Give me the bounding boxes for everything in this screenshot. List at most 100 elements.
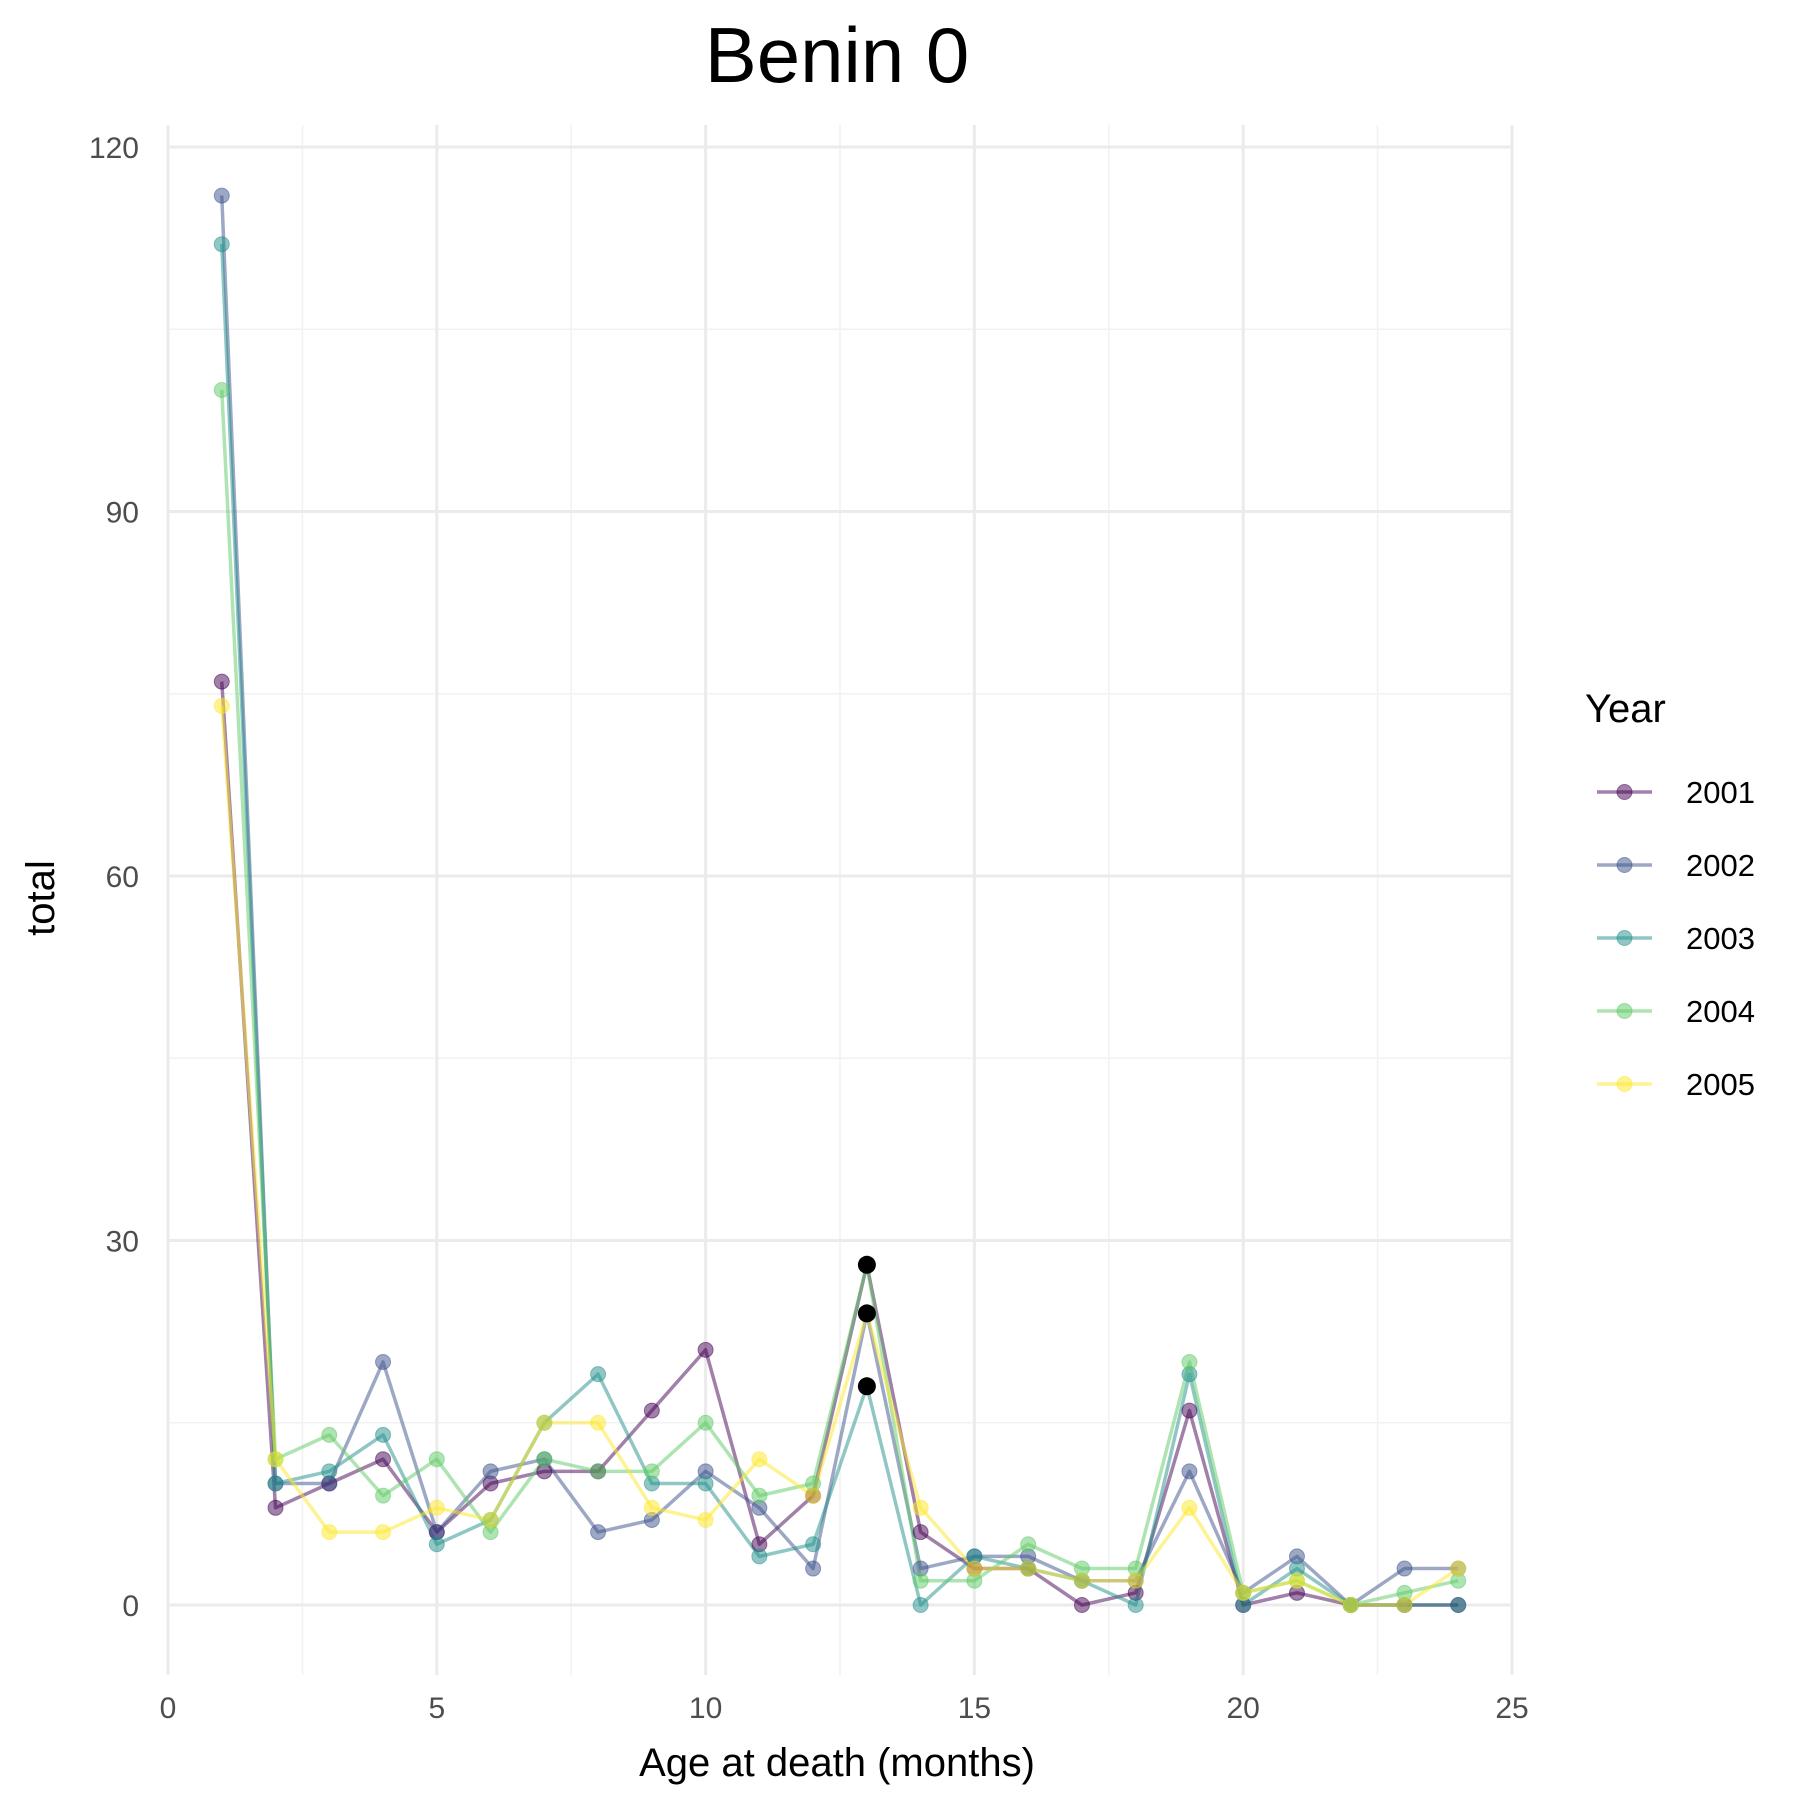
x-tick-label: 20 <box>1227 1692 1260 1725</box>
legend-label: 2001 <box>1686 775 1755 810</box>
data-point-2003 <box>1450 1597 1467 1613</box>
data-point-2004 <box>751 1487 768 1504</box>
data-point-2005 <box>267 1451 284 1468</box>
data-point-2001 <box>1181 1402 1198 1419</box>
data-point-2003 <box>697 1475 714 1492</box>
data-point-2002 <box>805 1560 822 1577</box>
data-point-2004 <box>912 1572 929 1589</box>
legend-title: Year <box>1585 687 1666 731</box>
data-point-2004 <box>1181 1354 1198 1370</box>
data-point-2005 <box>428 1499 445 1516</box>
x-tick-label: 25 <box>1495 1692 1528 1725</box>
data-point-2005 <box>1235 1584 1252 1601</box>
data-point-2002 <box>213 187 230 204</box>
data-point-2002 <box>1396 1560 1413 1577</box>
major-gridlines <box>166 125 1514 1675</box>
series-line-2005 <box>220 705 1460 1607</box>
data-point-2003 <box>590 1366 607 1383</box>
data-point-2005 <box>1020 1560 1037 1577</box>
data-point-2005 <box>966 1560 983 1577</box>
series-lines <box>220 195 1460 1607</box>
y-tick-label: 60 <box>106 861 139 894</box>
legend-label: 2004 <box>1686 994 1755 1029</box>
x-axis-title: Age at death (months) <box>639 1741 1035 1785</box>
legend-label: 2003 <box>1686 921 1755 956</box>
data-point-2002 <box>1181 1463 1198 1480</box>
data-point-2001 <box>912 1524 929 1541</box>
data-point-2005 <box>1342 1597 1359 1613</box>
legend-swatch-point <box>1616 1076 1633 1092</box>
data-point-2003 <box>751 1548 768 1565</box>
data-point-2004 <box>590 1463 607 1480</box>
highlight-point <box>857 1255 876 1274</box>
data-point-2003 <box>213 236 230 253</box>
y-tick-label: 120 <box>89 132 139 165</box>
legend-item-2004: 2004 <box>1597 994 1755 1029</box>
data-point-2005 <box>321 1524 338 1541</box>
legend-label: 2005 <box>1686 1067 1755 1102</box>
data-point-2004 <box>697 1414 714 1431</box>
minor-gridlines <box>167 125 1513 1675</box>
data-point-2003 <box>375 1426 392 1443</box>
data-point-2004 <box>428 1451 445 1468</box>
legend-item-2005: 2005 <box>1597 1067 1755 1102</box>
x-tick-label: 0 <box>160 1692 177 1725</box>
data-point-2005 <box>751 1451 768 1468</box>
chart-title: Benin 0 <box>705 11 970 99</box>
data-point-2003 <box>428 1536 445 1553</box>
x-axis-ticks: 0 5 10 15 20 25 <box>160 1692 1529 1725</box>
y-axis-ticks: 0 30 60 90 120 <box>89 132 139 1623</box>
data-point-2005 <box>805 1487 822 1504</box>
legend-item-2003: 2003 <box>1597 921 1755 956</box>
data-point-2004 <box>213 382 230 398</box>
data-point-2005 <box>536 1414 553 1431</box>
x-tick-label: 15 <box>958 1692 991 1725</box>
data-point-2004 <box>536 1451 553 1468</box>
data-point-2001 <box>375 1451 392 1468</box>
data-point-2004 <box>643 1463 660 1480</box>
data-point-2003 <box>912 1597 929 1613</box>
legend: Year 2001 2002 2003 2004 2005 <box>1585 687 1755 1102</box>
data-point-2005 <box>643 1499 660 1516</box>
legend-swatch-point <box>1616 784 1633 800</box>
data-point-2005 <box>697 1511 714 1528</box>
data-point-2004 <box>321 1426 338 1443</box>
data-point-2005 <box>590 1414 607 1431</box>
data-point-2005 <box>1127 1572 1144 1589</box>
y-tick-label: 90 <box>106 497 139 530</box>
data-point-2003 <box>321 1463 338 1480</box>
data-point-2001 <box>267 1499 284 1516</box>
data-point-2005 <box>1396 1597 1413 1613</box>
data-point-2003 <box>1127 1597 1144 1613</box>
x-tick-label: 10 <box>689 1692 722 1725</box>
highlight-points <box>857 1255 876 1396</box>
legend-label: 2002 <box>1686 848 1755 883</box>
legend-item-2001: 2001 <box>1597 775 1755 810</box>
data-point-2002 <box>482 1463 499 1480</box>
data-point-2005 <box>1288 1572 1305 1589</box>
data-point-2005 <box>375 1524 392 1541</box>
data-point-2004 <box>375 1487 392 1504</box>
data-point-2002 <box>590 1524 607 1541</box>
data-point-2005 <box>213 697 230 714</box>
highlight-point <box>857 1377 876 1396</box>
legend-swatch-point <box>1616 1003 1633 1019</box>
series-line-2003 <box>220 244 1459 1607</box>
legend-items: 2001 2002 2003 2004 2005 <box>1597 775 1755 1102</box>
data-point-2004 <box>1020 1536 1037 1553</box>
data-point-2005 <box>912 1499 929 1516</box>
highlight-point <box>857 1304 876 1323</box>
data-point-2003 <box>805 1536 822 1553</box>
legend-swatch-point <box>1616 930 1633 946</box>
y-axis-title: total <box>19 860 63 936</box>
data-point-2003 <box>267 1475 284 1492</box>
data-point-2001 <box>697 1341 714 1358</box>
data-point-2005 <box>1181 1499 1198 1516</box>
x-tick-label: 5 <box>428 1692 445 1725</box>
data-point-2001 <box>213 673 230 690</box>
legend-item-2002: 2002 <box>1597 848 1755 883</box>
data-point-2001 <box>1073 1597 1090 1613</box>
